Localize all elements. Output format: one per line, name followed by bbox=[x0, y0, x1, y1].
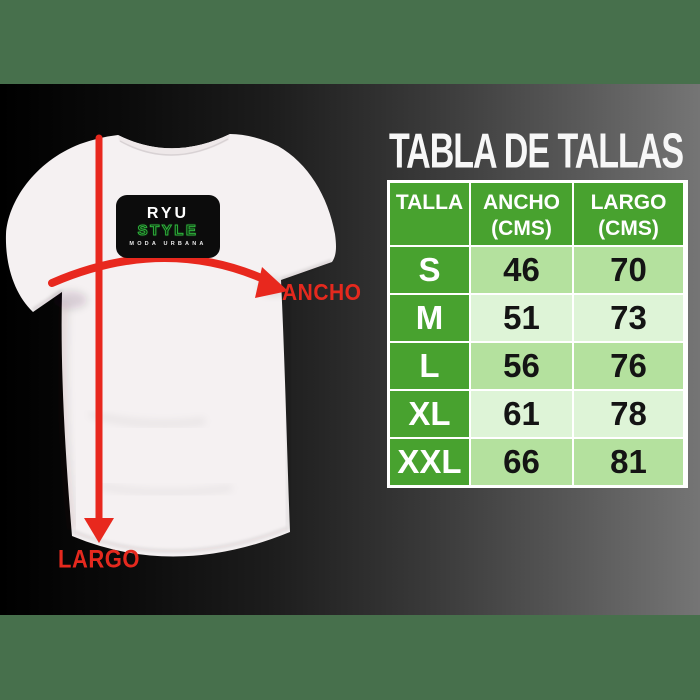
gradient-background: RYU STYLE MODA URBANA ANCHO LARGO TABLA … bbox=[0, 84, 700, 615]
size-cell-xl: XL bbox=[390, 391, 469, 437]
size-cell-m: M bbox=[390, 295, 469, 341]
width-value-l: 56 bbox=[471, 343, 572, 389]
length-value-l: 76 bbox=[574, 343, 683, 389]
width-label: ANCHO bbox=[282, 280, 362, 306]
collar-band-edge bbox=[119, 138, 229, 156]
length-value-s: 70 bbox=[574, 247, 683, 293]
width-value-xxl: 66 bbox=[471, 439, 572, 485]
length-value-m: 73 bbox=[574, 295, 683, 341]
header-length-units: (CMS) bbox=[598, 216, 659, 240]
size-cell-l: L bbox=[390, 343, 469, 389]
header-width-column: ANCHO (CMS) bbox=[471, 183, 572, 245]
brand-tagline: MODA URBANA bbox=[129, 240, 207, 247]
length-value-xl: 78 bbox=[574, 391, 683, 437]
header-length-column: LARGO (CMS) bbox=[574, 183, 683, 245]
length-value-xxl: 81 bbox=[574, 439, 683, 485]
width-arrow bbox=[48, 254, 288, 298]
header-width-units: (CMS) bbox=[491, 216, 552, 240]
length-label: LARGO bbox=[58, 545, 140, 573]
header-length-label: LARGO bbox=[590, 191, 667, 214]
tshirt-body bbox=[5, 134, 337, 557]
width-value-xl: 61 bbox=[471, 391, 572, 437]
size-cell-s: S bbox=[390, 247, 469, 293]
size-table: TALLA ANCHO (CMS) LARGO (CMS) S 46 70 M … bbox=[387, 180, 688, 488]
tshirt-graphic bbox=[5, 134, 337, 557]
length-arrow bbox=[84, 134, 114, 543]
brand-style-text: STYLE bbox=[137, 221, 199, 239]
size-cell-xxl: XXL bbox=[390, 439, 469, 485]
width-value-m: 51 bbox=[471, 295, 572, 341]
brand-logo-patch: RYU STYLE MODA URBANA bbox=[116, 195, 220, 258]
page-title: TABLA DE TALLAS bbox=[388, 124, 684, 180]
header-size-label: TALLA bbox=[395, 191, 464, 214]
brand-name: RYU bbox=[146, 204, 190, 222]
header-size-column: TALLA bbox=[390, 183, 469, 245]
header-width-label: ANCHO bbox=[483, 191, 560, 214]
width-value-s: 46 bbox=[471, 247, 572, 293]
